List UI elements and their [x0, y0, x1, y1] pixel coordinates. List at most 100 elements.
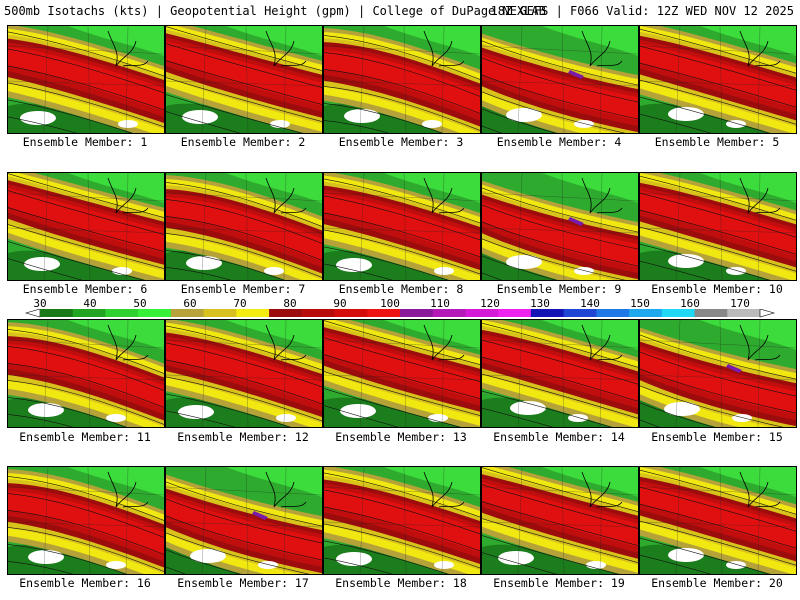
- ensemble-member-label: Ensemble Member: 8: [338, 282, 464, 296]
- isotach-map-image: [166, 26, 322, 133]
- ensemble-member-label: Ensemble Member: 17: [177, 576, 309, 590]
- colorbar-tick-label: 60: [183, 297, 197, 310]
- colorbar-swatch: [334, 309, 368, 317]
- ensemble-member-label: Ensemble Member: 18: [335, 576, 467, 590]
- colorbar-swatch: [563, 309, 597, 317]
- ensemble-member-map: [7, 319, 165, 428]
- isotach-map-image: [482, 173, 638, 280]
- ensemble-member-label: Ensemble Member: 13: [335, 430, 467, 444]
- ensemble-member-map: [7, 172, 165, 281]
- colorbar-swatch: [432, 309, 466, 317]
- ensemble-member-map: [639, 466, 797, 575]
- ensemble-member-map: [323, 172, 481, 281]
- ensemble-member-label: Ensemble Member: 19: [493, 576, 625, 590]
- run-valid-time: 18Z GEFS | F066 Valid: 12Z WED NOV 12 20…: [490, 4, 794, 18]
- isotach-map-image: [8, 26, 164, 133]
- isotach-map-image: [166, 467, 322, 574]
- isotach-map-image: [166, 173, 322, 280]
- colorbar-swatch: [694, 309, 728, 317]
- colorbar-tick-label: 70: [233, 297, 247, 310]
- colorbar-tick-label: 40: [83, 297, 97, 310]
- ensemble-member-map: [7, 25, 165, 134]
- colorbar-tick-label: 90: [333, 297, 347, 310]
- colorbar-low-arrow: [24, 309, 41, 318]
- ensemble-member-map: [639, 172, 797, 281]
- ensemble-member-label: Ensemble Member: 3: [338, 135, 464, 149]
- colorbar-tick-label: 150: [630, 297, 650, 310]
- colorbar-tick-label: 100: [380, 297, 400, 310]
- ensemble-member-map: [7, 466, 165, 575]
- ensemble-member-map: [323, 25, 481, 134]
- isotach-map-image: [324, 320, 480, 427]
- colorbar-tick-label: 160: [680, 297, 700, 310]
- isotach-map-image: [482, 467, 638, 574]
- ensemble-member-map: [639, 25, 797, 134]
- colorbar-tick-label: 170: [730, 297, 750, 310]
- colorbar-swatch: [727, 309, 761, 317]
- ensemble-member-map: [481, 319, 639, 428]
- isotach-map-image: [640, 173, 796, 280]
- ensemble-member-label: Ensemble Member: 2: [180, 135, 306, 149]
- isotach-colorbar: 30 40 50 60 70 80 90 100 110 120 130 140 150 160 170: [0, 297, 800, 321]
- colorbar-swatch: [40, 309, 74, 317]
- map-title: 500mb Isotachs (kts) | Geopotential Heig…: [4, 4, 546, 18]
- ensemble-member-map: [323, 319, 481, 428]
- isotach-map-image: [8, 173, 164, 280]
- colorbar-tick-label: 110: [430, 297, 450, 310]
- isotach-map-image: [640, 26, 796, 133]
- colorbar-tick-label: 120: [480, 297, 500, 310]
- colorbar-tick-label: 140: [580, 297, 600, 310]
- colorbar-tick-label: 130: [530, 297, 550, 310]
- ensemble-member-label: Ensemble Member: 4: [496, 135, 622, 149]
- colorbar-tick-label: 80: [283, 297, 297, 310]
- ensemble-member-label: Ensemble Member: 6: [22, 282, 148, 296]
- isotach-map-image: [166, 320, 322, 427]
- ensemble-member-map: [165, 172, 323, 281]
- ensemble-member-label: Ensemble Member: 16: [19, 576, 151, 590]
- ensemble-member-label: Ensemble Member: 5: [654, 135, 780, 149]
- isotach-map-image: [640, 467, 796, 574]
- ensemble-member-map: [165, 319, 323, 428]
- colorbar-swatch: [236, 309, 270, 317]
- ensemble-member-map: [481, 25, 639, 134]
- ensemble-member-map: [165, 466, 323, 575]
- colorbar-swatch: [72, 309, 106, 317]
- colorbar-swatch: [203, 309, 237, 317]
- colorbar-swatch: [170, 309, 205, 317]
- ensemble-member-map: [639, 319, 797, 428]
- colorbar-swatches: [24, 309, 776, 318]
- ensemble-member-map: [165, 25, 323, 134]
- isotach-map-image: [482, 26, 638, 133]
- colorbar-tick-label: 30: [33, 297, 47, 310]
- isotach-map-image: [8, 320, 164, 427]
- colorbar-swatch: [138, 309, 172, 317]
- ensemble-member-map: [481, 172, 639, 281]
- colorbar-swatch: [530, 309, 565, 317]
- colorbar-swatch: [400, 309, 434, 317]
- ensemble-member-label: Ensemble Member: 14: [493, 430, 625, 444]
- isotach-map-image: [482, 320, 638, 427]
- isotach-map-image: [324, 467, 480, 574]
- ensemble-member-label: Ensemble Member: 7: [180, 282, 306, 296]
- ensemble-member-label: Ensemble Member: 15: [651, 430, 783, 444]
- colorbar-swatch: [465, 309, 499, 317]
- isotach-map-image: [640, 320, 796, 427]
- colorbar-swatch: [105, 309, 139, 317]
- colorbar-swatch: [596, 309, 630, 317]
- ensemble-member-label: Ensemble Member: 12: [177, 430, 309, 444]
- ensemble-member-label: Ensemble Member: 10: [651, 282, 783, 296]
- colorbar-swatch: [301, 309, 336, 317]
- ensemble-member-label: Ensemble Member: 20: [651, 576, 783, 590]
- isotach-map-image: [324, 173, 480, 280]
- ensemble-member-label: Ensemble Member: 11: [19, 430, 151, 444]
- colorbar-swatch: [661, 309, 696, 317]
- colorbar-high-arrow: [759, 309, 776, 318]
- ensemble-member-label: Ensemble Member: 9: [496, 282, 622, 296]
- colorbar-swatch: [629, 309, 663, 317]
- ensemble-member-map: [481, 466, 639, 575]
- colorbar-swatch: [367, 309, 401, 317]
- ensemble-member-label: Ensemble Member: 1: [22, 135, 148, 149]
- colorbar-swatch: [498, 309, 532, 317]
- isotach-map-image: [8, 467, 164, 574]
- ensemble-member-map: [323, 466, 481, 575]
